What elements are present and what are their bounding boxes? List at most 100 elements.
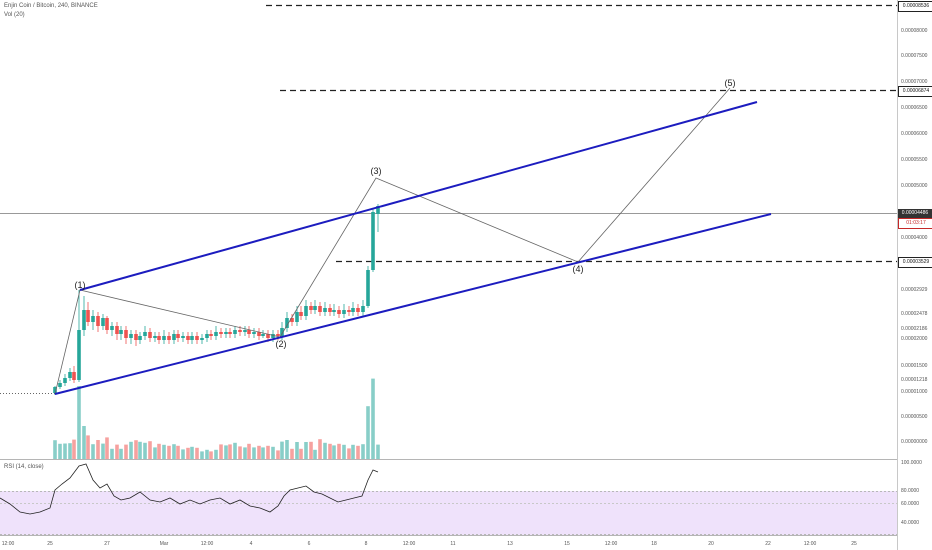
price-axis-label: 0.00007000 xyxy=(901,79,928,85)
volume-bar xyxy=(257,445,261,459)
volume-bar xyxy=(261,447,265,459)
candle-body xyxy=(200,338,204,340)
time-axis-label: 12:00 xyxy=(402,541,416,547)
volume-bar xyxy=(68,443,72,459)
candle-body xyxy=(347,310,351,312)
rsi-axis-label: 60.0000 xyxy=(901,501,920,507)
volume-bar xyxy=(115,444,119,459)
candle-body xyxy=(328,308,332,312)
volume-bar xyxy=(181,449,185,459)
candle-body xyxy=(124,330,128,338)
rsi-axis-label: 80.0000 xyxy=(901,488,920,494)
volume-bar xyxy=(295,442,299,459)
volume-bar xyxy=(228,444,232,459)
candle-body xyxy=(247,330,251,334)
volume-bar xyxy=(238,446,242,459)
volume-bar xyxy=(172,444,176,459)
volume-bar xyxy=(224,445,228,459)
time-axis-label: 4 xyxy=(249,541,253,547)
volume-bar xyxy=(105,437,109,459)
volume-legend: Vol (20) xyxy=(4,12,25,18)
support-tag: 0.00003529 xyxy=(898,257,932,268)
candle-body xyxy=(323,308,327,312)
rsi-axis-label: 100.0000 xyxy=(901,460,922,466)
candle-body xyxy=(101,318,105,326)
volume-bar xyxy=(371,378,375,459)
volume-bar xyxy=(167,445,171,459)
current-price-tag: 0.00004486 xyxy=(898,209,932,218)
elliott-wave-path[interactable] xyxy=(54,87,731,395)
volume-histogram xyxy=(53,378,380,459)
candle-body xyxy=(271,334,275,338)
candle-body xyxy=(72,372,76,380)
volume-bar xyxy=(82,426,86,459)
time-axis-label: 8 xyxy=(364,541,368,547)
volume-bar xyxy=(134,440,138,459)
candle-body xyxy=(77,330,81,380)
candle-body xyxy=(371,212,375,270)
time-axis-label: 20 xyxy=(708,541,714,547)
candle-body xyxy=(257,332,261,336)
price-axis-label: 0.00007500 xyxy=(901,53,928,59)
candle-body xyxy=(356,308,360,312)
volume-bar xyxy=(247,443,251,459)
countdown-tag: 01:03:17 xyxy=(898,218,932,229)
candle-body xyxy=(58,383,62,387)
volume-bar xyxy=(176,445,180,459)
time-axis-label: 25 xyxy=(47,541,53,547)
volume-bar xyxy=(328,443,332,459)
candle-body xyxy=(252,332,256,334)
candle-body xyxy=(195,336,199,340)
candle-body xyxy=(96,316,100,326)
volume-bar xyxy=(124,444,128,459)
time-axis-label: 12:00 xyxy=(200,541,214,547)
volume-bar xyxy=(299,448,303,459)
volume-bar xyxy=(72,439,76,459)
candle-body xyxy=(318,306,322,312)
volume-bar xyxy=(63,443,67,459)
volume-bar xyxy=(101,443,105,459)
time-axis-label: Mar xyxy=(159,541,169,547)
volume-bar xyxy=(219,444,223,459)
volume-bar xyxy=(285,440,289,459)
volume-bar xyxy=(318,439,322,459)
volume-bar xyxy=(342,444,346,459)
candle-body xyxy=(172,334,176,340)
candle-body xyxy=(115,326,119,334)
candle-body xyxy=(295,312,299,322)
wave-label-2: (2) xyxy=(275,339,287,349)
rsi-legend: RSI (14, close) xyxy=(4,464,44,470)
time-axis-label: 27 xyxy=(104,541,110,547)
volume-bar xyxy=(110,448,114,459)
volume-bar xyxy=(138,441,142,459)
candle-body xyxy=(162,336,166,340)
volume-bar xyxy=(252,447,256,459)
candle-body xyxy=(280,328,284,336)
volume-bar xyxy=(200,451,204,459)
candle-body xyxy=(119,330,123,334)
candle-body xyxy=(63,378,67,383)
candle-body xyxy=(299,312,303,316)
candle-body xyxy=(138,336,142,340)
candle-body xyxy=(214,332,218,336)
price-axis-label: 0.00000500 xyxy=(901,414,928,420)
volume-bar xyxy=(243,447,247,459)
top-target-tag: 0.00008536 xyxy=(898,1,932,12)
candle-body xyxy=(86,310,90,322)
candle-body xyxy=(238,330,242,332)
candle-body xyxy=(209,334,213,336)
price-axis-label: 0.00005500 xyxy=(901,157,928,163)
channel-upper-line[interactable] xyxy=(79,101,758,291)
price-axis-label: 0.00001218 xyxy=(901,377,928,383)
candle-body xyxy=(105,318,109,330)
candle-body xyxy=(285,318,289,328)
candle-body xyxy=(361,306,365,312)
candle-body xyxy=(205,334,209,338)
volume-bar xyxy=(366,406,370,459)
price-axis-label: 0.00006000 xyxy=(901,131,928,137)
candle-body xyxy=(351,308,355,312)
wave-label-4: (4) xyxy=(572,264,584,274)
time-axis-label: 12:00 xyxy=(604,541,618,547)
channel-lower-line[interactable] xyxy=(54,213,772,395)
